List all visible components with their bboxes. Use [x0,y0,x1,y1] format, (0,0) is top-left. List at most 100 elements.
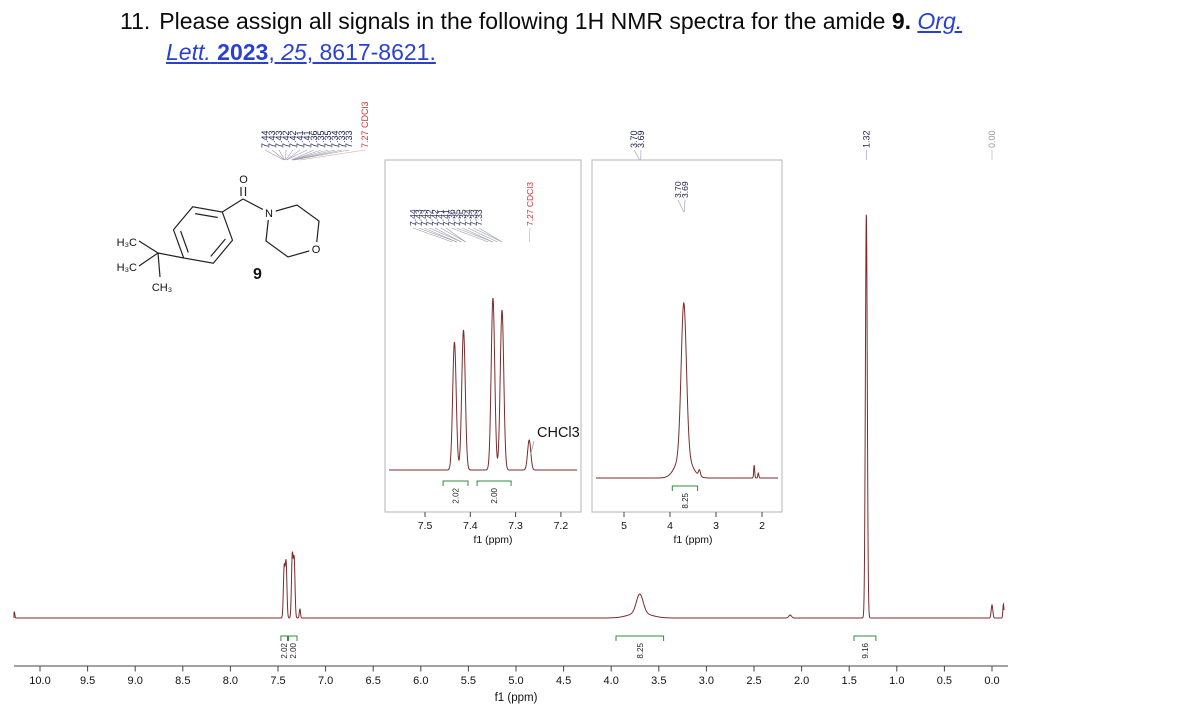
axis-tick-label: 5 [621,520,627,532]
nitrogen-label-bg [262,206,276,220]
peak-label-leader [429,227,462,243]
peak-label-leader [445,227,466,243]
peak-label: 3.69 [680,181,690,198]
citation-link-start[interactable]: Org. [917,8,963,34]
peak-label: 0.00 [987,130,997,148]
axis-title: f1 (ppm) [673,534,712,546]
citation-volume[interactable]: 25 [281,39,307,65]
peak-label: 7.43 [419,209,429,226]
axis-title: f1 (ppm) [473,534,512,546]
inset-border [591,159,783,513]
peak-label-leader [434,227,462,243]
peak-label: 7.33 [469,209,479,226]
axis-tick-label: 7.3 [508,520,523,532]
axis-tick-label: 4.5 [556,675,571,687]
nitrogen-label: N [265,208,273,220]
peak-label: 3.69 [636,130,646,148]
axis-tick-label: 9.5 [80,675,95,687]
axis-tick-label: 8.0 [223,675,238,687]
citation-journal[interactable]: Lett. [166,39,211,65]
annotation-leader [530,440,535,456]
axis-tick-label: 10.0 [29,675,50,687]
peak-label-leader [528,227,531,243]
axis-tick-label: 1.5 [842,675,857,687]
integral-label: 2.02 [452,487,461,503]
peak-label-leader [264,149,284,161]
benzene-double-bonds [180,213,226,257]
axis-tick-label: 6.5 [366,675,381,687]
carbonyl-oxygen-label: O [239,174,248,186]
spectrum-drawing: 10.0 9.5 9.0 8.5 8.0 7.5 7.0 6.5 6.0 5.5 5.0 4.5 4.0… [13,101,1008,704]
peak-label: 7.43 [267,130,277,148]
peak-label-leader [478,227,503,243]
peak-label-leader [291,149,315,161]
peak-label-leader [633,149,641,161]
peak-label: 7.42 [288,130,298,148]
axis-tick-label: 7.0 [318,675,333,687]
peak-label: 7.44 [408,209,418,226]
peak-label: 7.33 [344,130,354,148]
main-spectrum: 10.0 9.5 9.0 8.5 8.0 7.5 7.0 6.5 6.0 5.5 5.0 4.5 4.0… [13,101,1008,704]
peak-label: 7.36 [447,209,457,226]
peak-label: 7.41 [436,209,446,226]
peak-label: 7.35 [316,130,326,148]
peak-label: 7.33 [474,209,484,226]
peak-label-leader [292,149,322,161]
question-number: 11. [120,8,151,34]
peak-label-leader [683,199,686,213]
integral-label: 2.02 [280,642,289,658]
inset-aliphatic-trace [596,301,778,479]
citation-link[interactable]: Lett. 2023, 25, 8617-8621. [166,39,436,65]
integral-bracket [280,635,288,641]
peak-label-leader [412,227,453,243]
peak-label-leader [677,199,685,213]
integral-label: 8.25 [636,642,645,658]
peak-label-leader [451,227,489,243]
axis-tick-label: 7.5 [270,675,285,687]
peak-label-leader [286,149,308,161]
integral-label: 2.00 [289,642,298,658]
peak-label-leader [292,149,329,161]
peak-label: 7.43 [414,209,424,226]
peak-label-leader [440,227,466,243]
ring-oxygen-label-bg [309,242,323,256]
peak-label-leader [473,227,503,243]
integral-bracket [442,480,469,486]
question-line-1: 11. Please assign all signals in the foll… [120,6,1130,37]
peak-label: 7.42 [425,209,435,226]
peak-label: 7.44 [260,130,270,148]
peak-label: 7.34 [463,209,473,226]
peak-label-leader [294,149,350,161]
methyl-label-bottom: CH₃ [152,282,172,294]
peak-label: 7.42 [281,130,291,148]
axis-tick-label: 5.5 [461,675,476,687]
peak-label: 3.70 [673,181,683,198]
peak-label: 1.32 [861,130,871,148]
main-trace [13,214,1005,619]
peak-label-leader [467,227,498,243]
tbutyl-bonds [138,240,184,278]
methyl-label-mid: H₃C [117,262,137,274]
integral-bracket [476,480,512,486]
axis-tick-label: 2.0 [794,675,809,687]
integral-label: 8.25 [681,492,690,508]
citation-year[interactable]: 2023 [217,39,269,65]
peak-label: 7.33 [337,130,347,148]
peak-label: 7.36 [309,130,319,148]
peak-label-leader [418,227,457,243]
axis-tick-label: 1.0 [889,675,904,687]
carbonyl-bonds [221,187,265,213]
chcl3-annotation: CHCl3 [537,425,580,441]
peak-label: 7.43 [274,130,284,148]
peak-label: 7.35 [452,209,462,226]
citation-pages[interactable]: , 8617-8621. [306,39,436,65]
inset-aliphatic: 5 4 3 2 f1 (ppm) 3.703.69 8.25 [591,159,783,546]
axis-tick-label: 5.0 [508,675,523,687]
question-text: Please assign all signals in the followi… [159,8,886,34]
peak-label-leader [423,227,457,243]
integral-label: 2.00 [490,487,499,503]
axis-tick-label: 7.5 [418,520,433,532]
peak-label: 7.41 [295,130,305,148]
axis-tick-label: 4 [667,520,673,532]
